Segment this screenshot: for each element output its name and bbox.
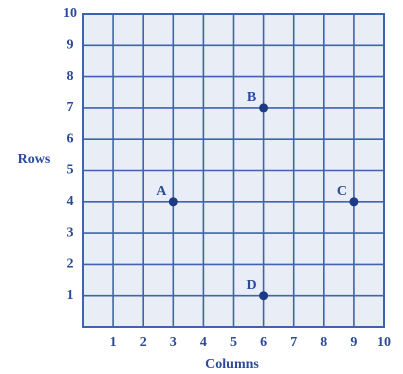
- x-tick-label: 9: [350, 335, 357, 350]
- point: [169, 197, 178, 206]
- y-tick-label: 8: [67, 69, 74, 84]
- point-label: B: [247, 90, 256, 105]
- x-tick-label: 1: [110, 335, 117, 350]
- y-axis-label: Rows: [18, 152, 51, 167]
- y-tick-label: 6: [67, 131, 74, 146]
- point-label: A: [156, 184, 167, 199]
- point-label: C: [337, 184, 347, 199]
- point: [349, 197, 358, 206]
- y-tick-label: 9: [67, 38, 74, 53]
- point: [259, 103, 268, 112]
- x-tick-label: 5: [230, 335, 237, 350]
- y-tick-label: 3: [67, 225, 74, 240]
- page: Rows Columns 1234567891012345678910ABCD …: [0, 0, 403, 374]
- x-tick-label: 8: [320, 335, 327, 350]
- x-tick-label: 10: [377, 335, 391, 350]
- x-tick-label: 7: [290, 335, 297, 350]
- y-tick-label: 5: [67, 163, 74, 178]
- point-label: D: [247, 278, 257, 293]
- point: [259, 291, 268, 300]
- y-tick-label: 7: [67, 100, 74, 115]
- y-tick-label: 2: [67, 257, 74, 272]
- y-tick-label: 1: [67, 288, 74, 303]
- x-tick-label: 2: [140, 335, 147, 350]
- chart: Rows Columns 1 2 3 4 5 6 7 8 9 10 1 2 3 4 5 6 7 8 9 10 A B C D: [0, 0, 403, 374]
- x-tick-label: 3: [170, 335, 177, 350]
- y-tick-label: 10: [63, 6, 77, 21]
- x-tick-label: 6: [260, 335, 267, 350]
- x-axis-label: Columns: [205, 357, 259, 372]
- y-tick-label: 4: [67, 194, 74, 209]
- x-tick-label: 4: [200, 335, 207, 350]
